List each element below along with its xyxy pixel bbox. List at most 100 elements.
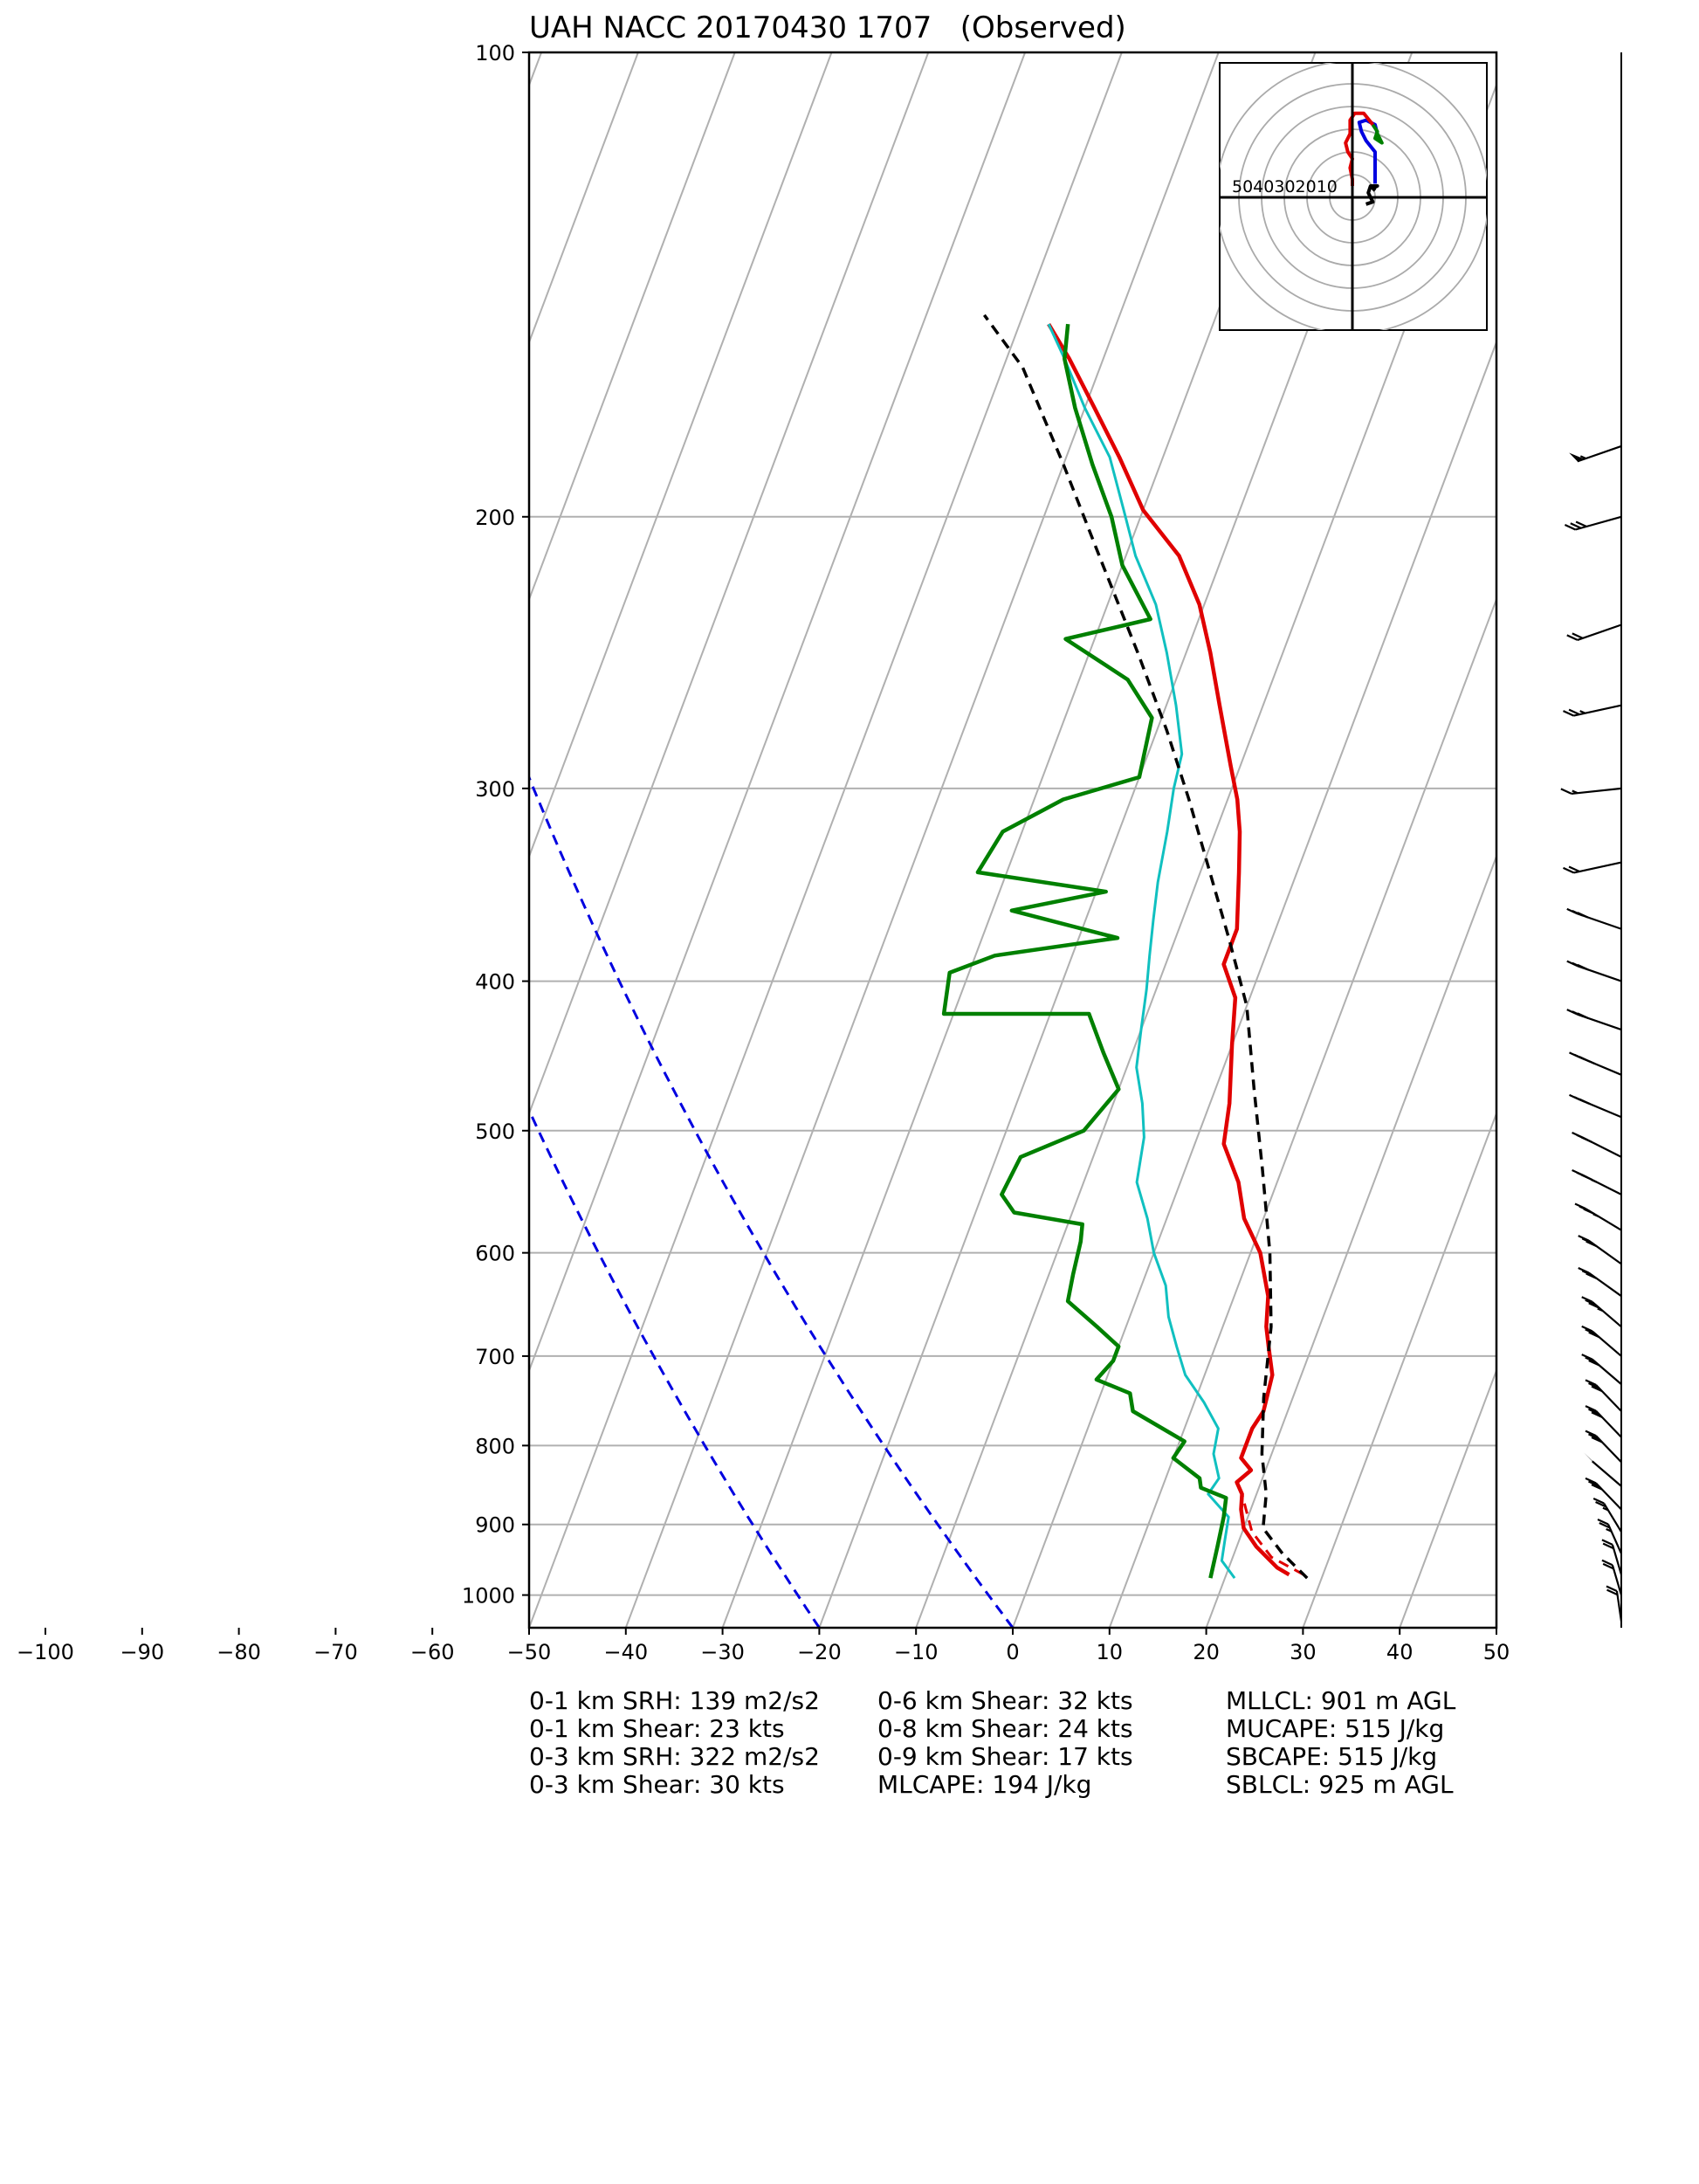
x-tick-label: −100	[17, 1640, 74, 1664]
barb-half-flag	[1592, 1213, 1599, 1217]
isotherm-line	[529, 52, 833, 859]
dewpoint-line	[941, 323, 1228, 1579]
barb-staff	[1592, 1300, 1622, 1328]
barb-staff	[1603, 1502, 1622, 1533]
hodograph-trace	[1371, 123, 1384, 145]
barb-staff	[1595, 1409, 1622, 1438]
barb-flag	[1592, 1498, 1605, 1505]
wind-barb	[1597, 1518, 1623, 1554]
x-axis: −100 −90 −80 −70 −60 −50 −40 −30 −20 −10 0 10 20 30 40…	[17, 1628, 1510, 1664]
barb-flag	[1560, 788, 1572, 795]
wind-barb	[1578, 1235, 1622, 1265]
barb-staff	[1592, 1330, 1622, 1357]
barb-flag	[1580, 1136, 1592, 1143]
wind-barb	[1584, 1452, 1622, 1487]
barb-flag	[1585, 1356, 1597, 1364]
hodograph-trace	[1344, 111, 1374, 186]
wind-barb	[1572, 1169, 1622, 1195]
stat-shear-06: 0-6 km Shear: 32 kts	[877, 1686, 1133, 1715]
barb-staff	[1592, 1358, 1622, 1385]
barb-staff	[1573, 704, 1622, 717]
isotherm-line	[0, 52, 58, 1628]
wind-barb	[1585, 1430, 1622, 1464]
temperature-line	[1047, 322, 1290, 1577]
wind-barb	[1585, 1379, 1622, 1412]
wind-barb	[1601, 1559, 1623, 1595]
wind-barb	[1574, 1202, 1622, 1231]
barb-flag	[1579, 1056, 1591, 1063]
barb-flag	[1588, 1302, 1600, 1309]
stats-column-2: 0-6 km Shear: 32 kts 0-8 km Shear: 24 kt…	[877, 1687, 1133, 1799]
grid-layer	[0, 52, 1699, 1628]
wind-barb	[1592, 1498, 1622, 1533]
barb-flag	[1591, 1436, 1603, 1443]
wind-barb	[1566, 1009, 1622, 1031]
isotherm-line	[529, 52, 639, 345]
wind-barb	[1581, 1296, 1622, 1328]
temperature_virtual-line	[1235, 1481, 1304, 1576]
barb-flag	[1588, 1331, 1600, 1339]
stat-sbcape: SBCAPE: 515 J/kg	[1226, 1742, 1438, 1771]
x-tick-label: 30	[1290, 1640, 1317, 1664]
isotherm-line	[1205, 853, 1496, 1628]
y-tick-label: 800	[475, 1434, 515, 1458]
isotherm-line	[721, 52, 1317, 1628]
barb-flag	[1581, 1325, 1593, 1333]
wind-barb	[1606, 1585, 1623, 1622]
barb-flag	[1595, 1500, 1607, 1508]
isotherm-line	[1496, 52, 1699, 1628]
barb-flag	[1588, 1480, 1599, 1487]
x-tick-label: −60	[410, 1640, 455, 1664]
barb-flag	[1570, 522, 1582, 529]
x-tick-label: 50	[1483, 1640, 1510, 1664]
wind-barb	[1569, 444, 1622, 463]
stat-mucape: MUCAPE: 515 J/kg	[1226, 1714, 1445, 1743]
y-tick-label: 700	[475, 1345, 515, 1369]
barb-flag	[1577, 963, 1589, 971]
wind-barb	[1563, 861, 1622, 874]
barb-flag	[1580, 1174, 1592, 1181]
x-tick-label: 40	[1386, 1640, 1414, 1664]
barb-half-flag	[1602, 1506, 1609, 1512]
barb-flag	[1581, 1296, 1593, 1303]
wind-barb	[1572, 1131, 1622, 1158]
wind-barb	[1566, 907, 1622, 930]
barb-half-flag	[1591, 1178, 1598, 1183]
barb-flag	[1566, 634, 1579, 641]
barb-flag	[1585, 1477, 1597, 1485]
stat-sblcl: SBLCL: 925 m AGL	[1226, 1770, 1454, 1799]
stat-shear-03: 0-3 km Shear: 30 kts	[529, 1770, 785, 1799]
isotherm-line	[624, 52, 1220, 1628]
barb-flag	[1591, 1484, 1603, 1491]
isotherm-line	[529, 52, 930, 1116]
barb-flag	[1577, 912, 1589, 919]
wind-barbs	[1560, 52, 1623, 1628]
stat-shear-09: 0-9 km Shear: 17 kts	[877, 1742, 1133, 1771]
barb-staff	[1611, 1544, 1623, 1575]
y-tick-label: 100	[475, 41, 515, 65]
x-tick-label: −10	[894, 1640, 939, 1664]
y-tick-label: 1000	[462, 1584, 515, 1609]
barb-staff	[1592, 1460, 1622, 1487]
stats-column-3: MLLCL: 901 m AGL MUCAPE: 515 J/kg SBCAPE…	[1226, 1687, 1455, 1799]
isotherm-line	[0, 52, 348, 1628]
wind-barb	[1569, 1051, 1622, 1076]
x-tick-label: −70	[313, 1640, 358, 1664]
wind-barb	[1585, 1405, 1622, 1438]
isotherm-line	[0, 52, 444, 1628]
barb-flag	[1585, 1299, 1597, 1306]
stats-column-1: 0-1 km SRH: 139 m2/s2 0-1 km Shear: 23 k…	[529, 1687, 820, 1799]
wind-barb	[1581, 1325, 1622, 1357]
wind-barb	[1601, 1539, 1623, 1575]
isotherm-line	[529, 52, 736, 603]
y-tick-label: 600	[475, 1242, 515, 1266]
barb-flag	[1606, 1588, 1619, 1596]
barb-pennant	[1584, 1452, 1597, 1465]
barb-staff	[1577, 444, 1622, 463]
y-tick-label: 400	[475, 970, 515, 995]
stat-mllcl: MLLCL: 901 m AGL	[1226, 1686, 1456, 1715]
barb-staff	[1595, 1384, 1622, 1412]
barb-flag	[1572, 632, 1584, 639]
x-tick-label: −40	[603, 1640, 648, 1664]
